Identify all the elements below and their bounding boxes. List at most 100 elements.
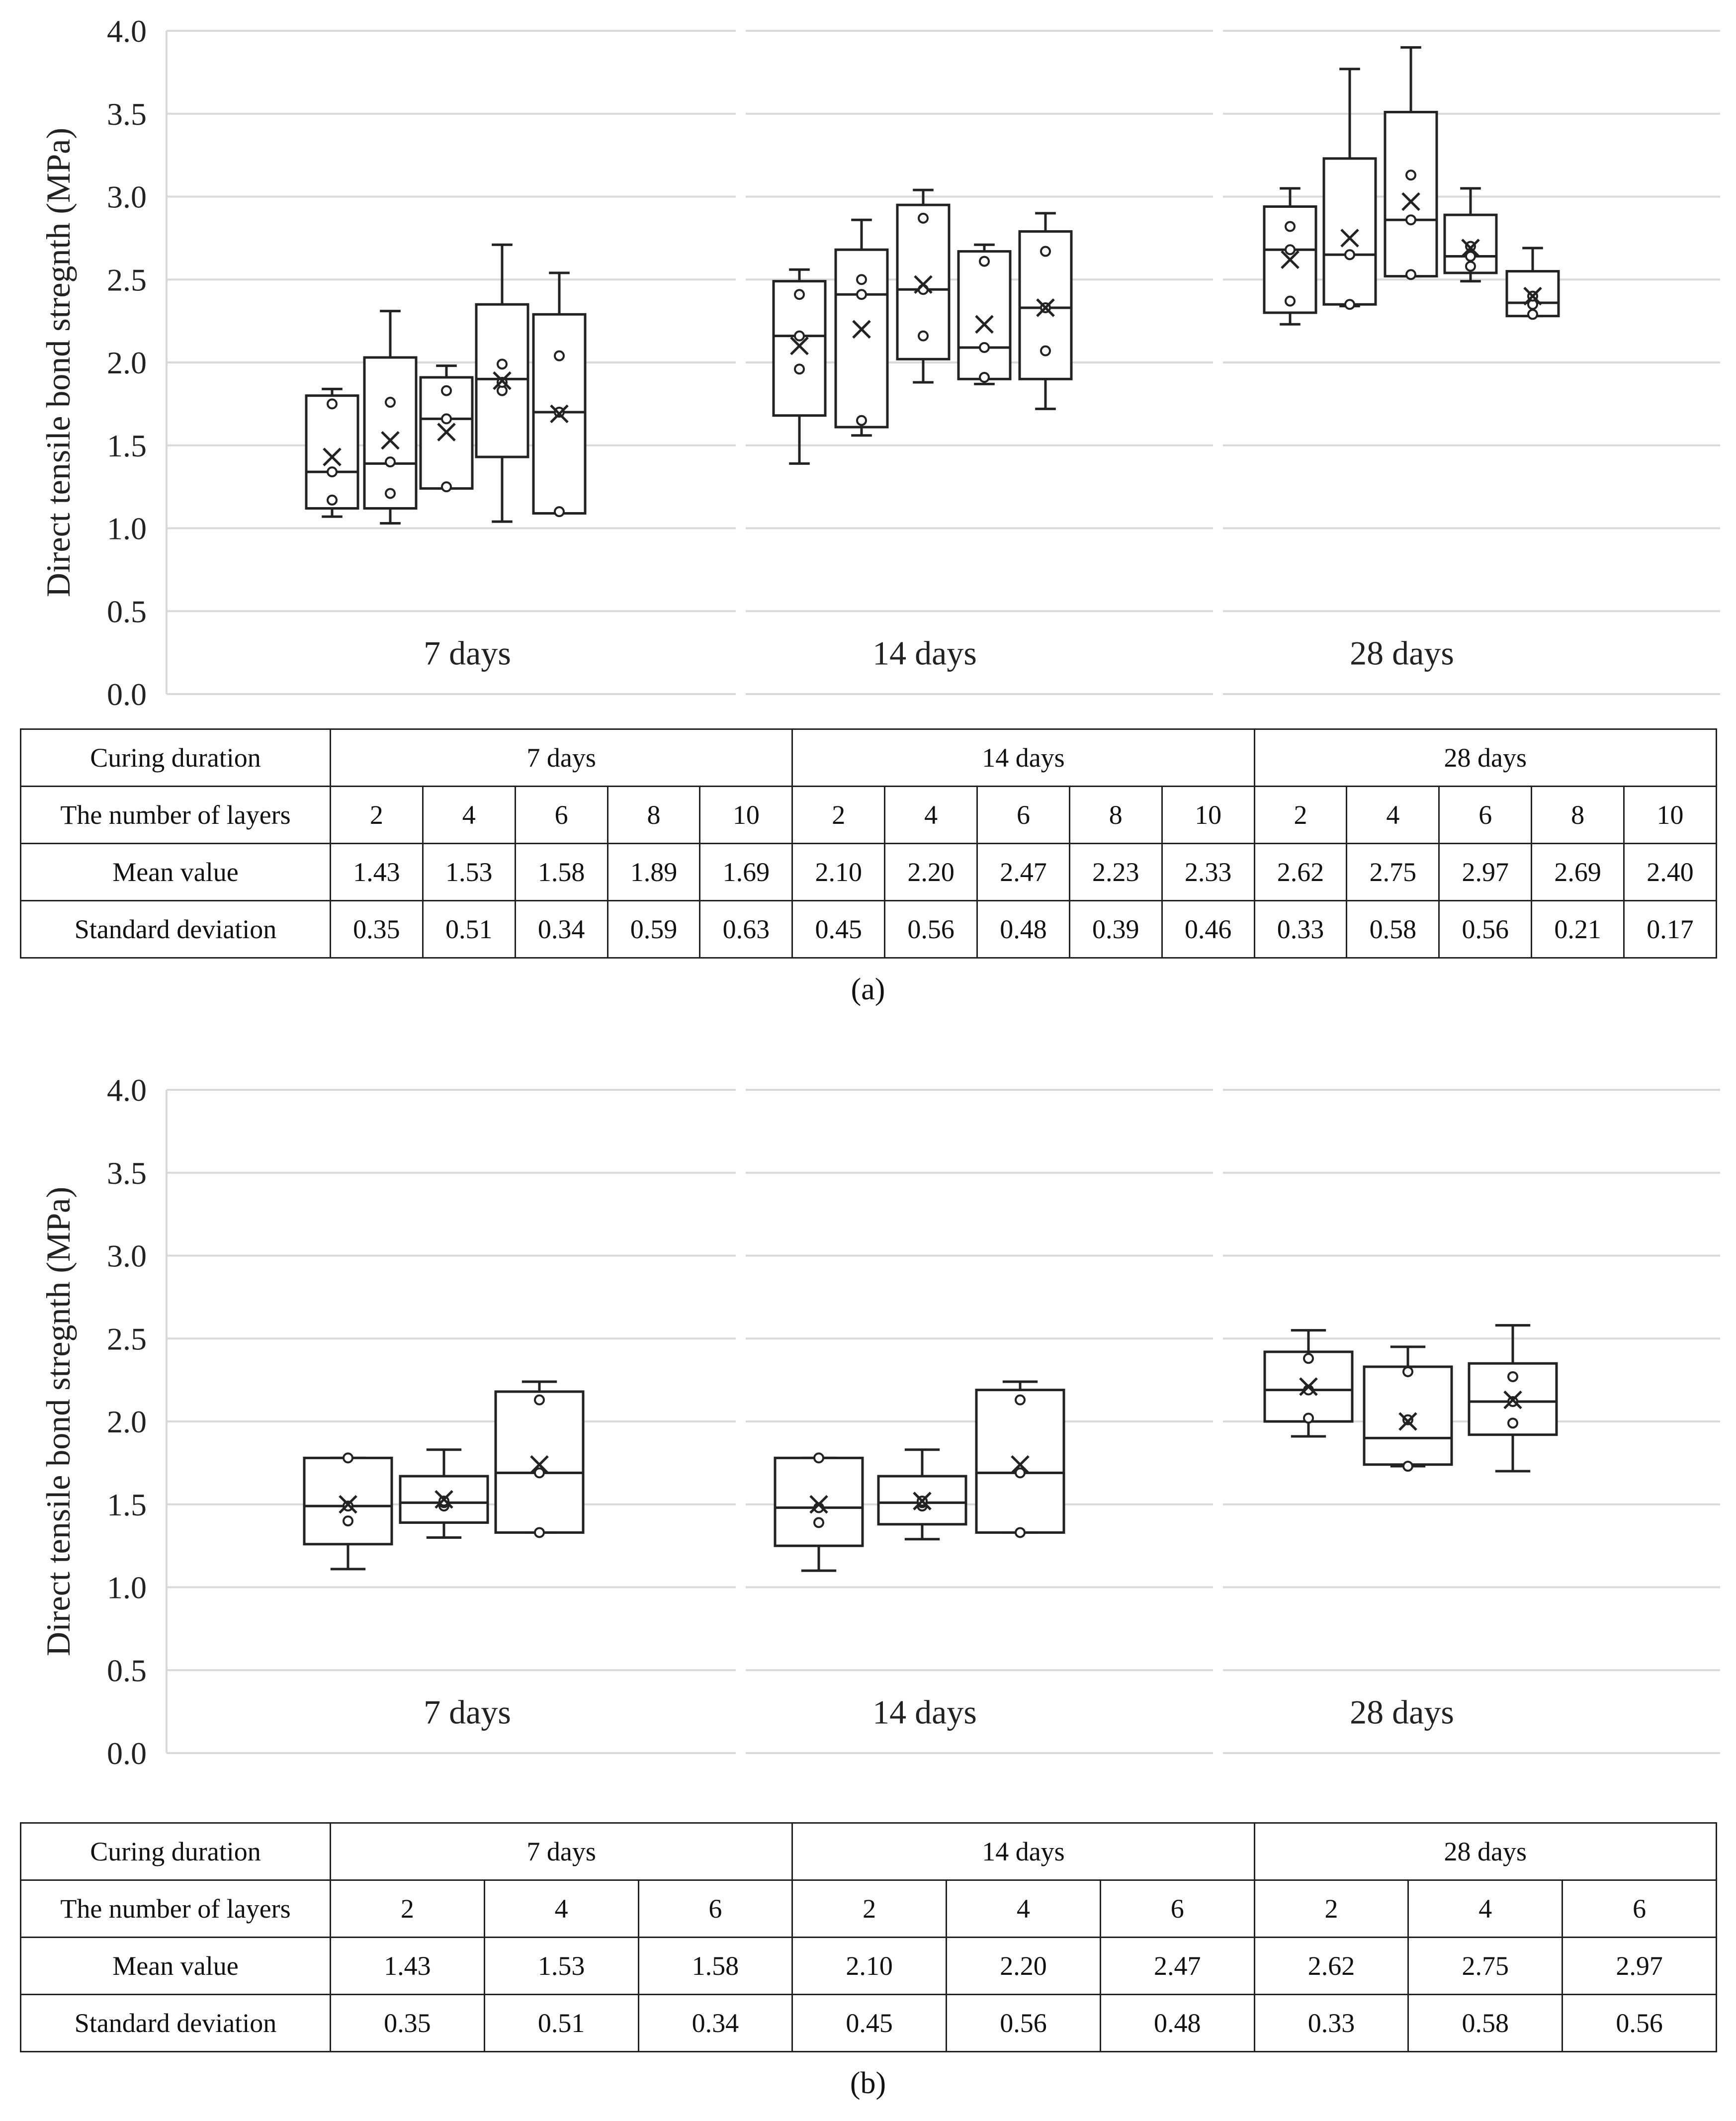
mean-cell: 2.97 xyxy=(1438,843,1533,901)
data-point xyxy=(979,342,990,353)
group-label: 14 days xyxy=(872,634,977,672)
box-28-days-4-layers xyxy=(1322,68,1377,310)
layers-label: The number of layers xyxy=(20,1879,331,1938)
box-28-days-6-layers xyxy=(1468,1324,1558,1473)
sd-cell: 0.48 xyxy=(976,900,1070,959)
mean-marker-stroke xyxy=(913,1492,932,1510)
mean-cell: 2.20 xyxy=(884,843,978,901)
sd-cell: 0.35 xyxy=(330,900,424,959)
group-label: 28 days xyxy=(1350,1693,1454,1731)
data-point xyxy=(497,358,508,370)
layers-cell: 6 xyxy=(514,786,608,844)
box-14-days-6-layers xyxy=(975,1380,1065,1538)
layers-cell: 8 xyxy=(1531,786,1625,844)
box-plot-b: 0.0 0.5 1.0 1.5 2.0 2.5 3.0 3.5 4.0 Direct tensil… xyxy=(39,1072,1720,1771)
box-14-days-10-layers xyxy=(1018,212,1073,410)
y-tick-label: 0.5 xyxy=(107,1653,147,1688)
layers-cell: 2 xyxy=(1253,786,1348,844)
box-28-days-6-layers xyxy=(1384,46,1438,280)
mean-marker-stroke xyxy=(914,275,933,294)
data-point xyxy=(813,1452,824,1464)
data-point xyxy=(534,1467,545,1479)
sd-label: Standard deviation xyxy=(20,900,331,959)
layers-cell: 4 xyxy=(946,1879,1101,1938)
mean-cell: 1.58 xyxy=(637,1937,793,1995)
data-point xyxy=(1465,261,1476,272)
data-point xyxy=(1402,1461,1413,1472)
duration-header: 28 days xyxy=(1253,1822,1718,1881)
y-tick-label: 3.5 xyxy=(107,96,147,132)
caption-b: (b) xyxy=(850,2066,886,2100)
data-point xyxy=(385,488,396,499)
sd-cell: 0.39 xyxy=(1068,900,1163,959)
caption-a: (a) xyxy=(851,972,885,1006)
layers-cell: 4 xyxy=(1407,1879,1563,1938)
data-point xyxy=(1402,1366,1413,1377)
mean-marker-stroke xyxy=(975,315,994,334)
y-tick-label: 3.0 xyxy=(107,179,147,215)
sd-cell: 0.17 xyxy=(1623,900,1717,959)
y-tick-label: 2.0 xyxy=(107,345,147,380)
group-label: 14 days xyxy=(872,1693,977,1731)
sd-cell: 0.34 xyxy=(637,1994,793,2052)
data-point xyxy=(813,1517,824,1528)
sd-cell: 0.33 xyxy=(1253,1994,1409,2052)
box-7-days-2-layers xyxy=(305,387,359,518)
box-7-days-8-layers xyxy=(475,243,529,523)
sd-cell: 0.58 xyxy=(1407,1994,1563,2052)
data-point xyxy=(918,212,929,224)
y-tick-label: 4.0 xyxy=(107,1072,147,1108)
data-point xyxy=(979,372,990,383)
sd-cell: 0.56 xyxy=(1562,1994,1717,2052)
box-28-days-10-layers xyxy=(1505,247,1560,320)
sd-cell: 0.58 xyxy=(1346,900,1440,959)
data-point xyxy=(327,398,338,410)
layers-cell: 2 xyxy=(1253,1879,1409,1938)
y-tick-label: 0.0 xyxy=(107,1736,147,1771)
group-label: 7 days xyxy=(424,1693,511,1731)
data-point xyxy=(1405,269,1416,280)
table-row-mean: Mean value 1.43 1.53 1.58 1.89 1.69 2.10 2.20 2.… xyxy=(20,843,1717,901)
data-point xyxy=(979,256,990,267)
box-14-days-2-layers xyxy=(772,268,827,465)
box-14-days-4-layers xyxy=(834,218,889,437)
y-tick-label: 3.5 xyxy=(107,1155,147,1191)
data-point xyxy=(1015,1394,1026,1406)
mean-cell: 2.20 xyxy=(946,1937,1101,1995)
layers-cell: 4 xyxy=(1346,786,1440,844)
data-point xyxy=(1344,299,1355,310)
data-point xyxy=(554,506,565,518)
layers-cell: 2 xyxy=(791,786,886,844)
mean-marker-stroke xyxy=(437,423,456,442)
box-iqr xyxy=(305,394,359,510)
sd-cell: 0.33 xyxy=(1253,900,1348,959)
box-28-days-2-layers xyxy=(1263,187,1317,326)
data-point xyxy=(794,330,805,342)
layers-cell: 6 xyxy=(1438,786,1533,844)
layers-cell: 6 xyxy=(1099,1879,1255,1938)
mean-label: Mean value xyxy=(20,1937,331,1995)
box-iqr xyxy=(475,303,529,458)
mean-cell: 2.75 xyxy=(1346,843,1440,901)
mean-cell: 2.10 xyxy=(791,1937,948,1995)
layers-cell: 4 xyxy=(884,786,978,844)
layers-cell: 6 xyxy=(1562,1879,1717,1938)
mean-marker-stroke xyxy=(1011,1455,1030,1474)
box-14-days-6-layers xyxy=(896,188,951,384)
box-7-days-10-layers xyxy=(532,271,587,518)
mean-cell: 2.75 xyxy=(1407,1937,1563,1995)
mean-marker-stroke xyxy=(1401,192,1420,211)
data-point xyxy=(1285,221,1296,232)
box-7-days-6-layers xyxy=(419,364,474,493)
box-14-days-4-layers xyxy=(877,1448,967,1541)
layers-cell: 6 xyxy=(637,1879,793,1938)
mean-marker-stroke xyxy=(1503,1390,1522,1410)
mean-marker-stroke xyxy=(434,1490,453,1509)
mean-cell: 2.97 xyxy=(1562,1937,1717,1995)
box-28-days-4-layers xyxy=(1363,1345,1453,1472)
data-point xyxy=(441,385,452,396)
mean-cell: 2.47 xyxy=(1099,1937,1255,1995)
layers-cell: 2 xyxy=(791,1879,948,1938)
data-point xyxy=(1465,251,1476,262)
y-tick-label: 3.0 xyxy=(107,1238,147,1274)
